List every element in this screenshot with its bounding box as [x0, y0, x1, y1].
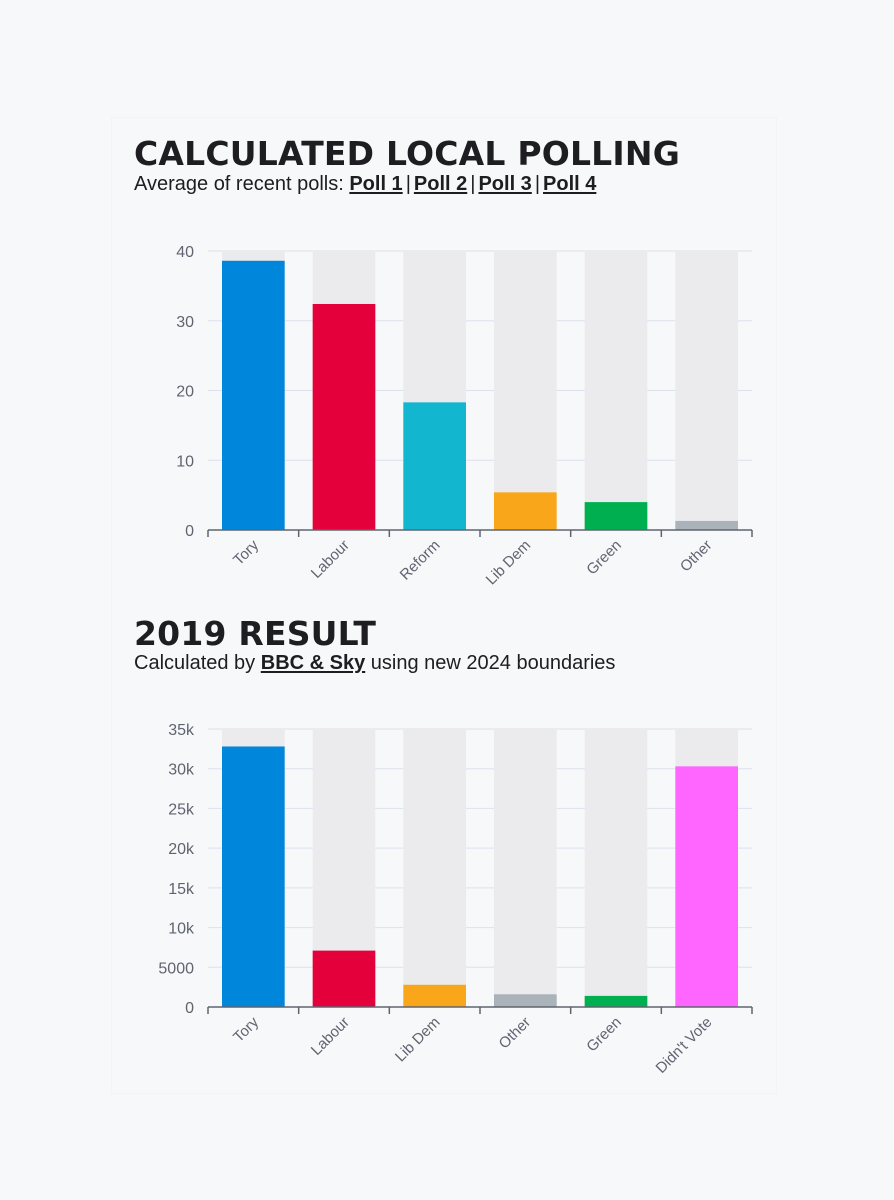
y-tick-label: 10	[176, 453, 194, 470]
result-subtitle: Calculated by BBC & Sky using new 2024 b…	[134, 652, 615, 675]
bar	[222, 746, 285, 1007]
bar	[584, 995, 648, 1007]
bar-background	[584, 251, 648, 530]
y-tick-label: 5000	[158, 960, 194, 977]
y-tick-label: 30k	[168, 762, 195, 779]
bar	[675, 766, 738, 1007]
result-subtitle-prefix: Calculated by	[134, 652, 256, 674]
bar-background	[584, 729, 648, 1007]
bar-background	[675, 251, 738, 530]
y-tick-label: 20	[176, 384, 194, 401]
x-tick-label: Labour	[308, 1014, 353, 1059]
bar	[312, 304, 376, 530]
y-tick-label: 25k	[168, 801, 195, 818]
x-tick-label: Lib Dem	[392, 1014, 444, 1066]
bar-background	[494, 251, 557, 530]
bar	[403, 984, 466, 1007]
x-tick-label: Green	[583, 1014, 625, 1056]
bar	[494, 994, 557, 1007]
y-tick-label: 20k	[168, 841, 195, 858]
y-tick-label: 0	[185, 523, 194, 540]
bar	[584, 502, 648, 530]
x-tick-label: Tory	[230, 1013, 262, 1045]
bar	[312, 950, 376, 1007]
separator: |	[534, 173, 541, 195]
poll-2-link[interactable]: Poll 2	[413, 173, 468, 195]
y-tick-label: 0	[185, 1000, 194, 1017]
result-bar-chart: 0 5000 10k 15k 20k 25k 30k 35k Tory Labour Lib Dem…	[158, 722, 753, 1077]
bar-background	[494, 729, 557, 1007]
x-tick-label: Didn't Vote	[653, 1014, 716, 1077]
bar	[675, 520, 738, 530]
y-tick-label: 40	[176, 244, 194, 261]
result-title: 2019 RESULT	[134, 614, 377, 653]
poll-4-link[interactable]: Poll 4	[543, 173, 597, 195]
x-tick-label: Other	[496, 1014, 535, 1053]
bar	[494, 492, 557, 530]
separator: |	[405, 173, 411, 195]
y-tick-label: 35k	[168, 722, 195, 739]
y-tick-label: 10k	[168, 921, 195, 938]
polling-title: CALCULATED LOCAL POLLING	[134, 134, 680, 173]
y-tick-label: 30	[176, 314, 194, 331]
bbc-sky-link[interactable]: BBC & Sky	[260, 652, 366, 674]
polling-subtitle: Average of recent polls: Poll 1 | Poll 2 | P…	[134, 173, 596, 196]
poll-1-link[interactable]: Poll 1	[349, 173, 403, 195]
bar-background	[403, 729, 466, 1007]
bar	[222, 260, 285, 530]
y-tick-label: 15k	[168, 881, 195, 898]
poll-3-link[interactable]: Poll 3	[478, 173, 532, 195]
polling-subtitle-prefix: Average of recent polls:	[134, 173, 344, 195]
separator: |	[470, 173, 476, 195]
bar	[403, 402, 466, 530]
result-subtitle-suffix: using new 2024 boundaries	[370, 652, 616, 674]
